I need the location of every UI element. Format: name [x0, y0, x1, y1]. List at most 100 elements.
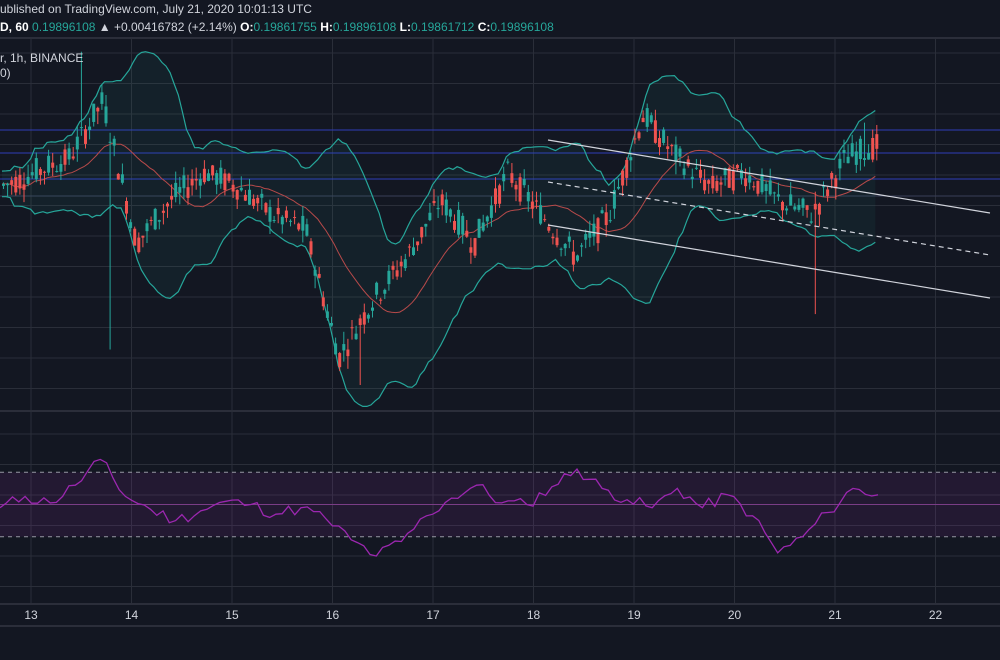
- candle-body-205: [842, 149, 846, 154]
- candle-body-3: [14, 176, 18, 193]
- candle-body-17: [71, 156, 75, 159]
- candle-body-54: [223, 173, 227, 191]
- candle-body-187: [768, 180, 772, 195]
- candle-body-92: [379, 299, 383, 301]
- candle-body-166: [682, 168, 686, 175]
- candle-body-136: [559, 248, 563, 250]
- channel-lower-line: [547, 224, 991, 299]
- close-value: 0.19896108: [490, 20, 554, 34]
- candle-body-84: [346, 349, 350, 357]
- candle-body-4: [18, 174, 22, 189]
- candle-body-72: [297, 223, 301, 230]
- candle-body-42: [174, 182, 178, 198]
- candle-body-99: [407, 246, 411, 248]
- candle-body-162: [666, 146, 670, 149]
- candle-body-87: [358, 318, 362, 326]
- candle-body-2: [10, 180, 14, 185]
- candle-body-101: [416, 241, 420, 246]
- candle-body-16: [67, 148, 71, 160]
- candle-body-197: [809, 221, 813, 223]
- candle-body-117: [481, 222, 485, 231]
- candle-body-79: [325, 311, 329, 318]
- bollinger-basis-line: [1, 142, 876, 314]
- candle-body-27: [112, 138, 116, 146]
- candle-body-120: [494, 188, 497, 205]
- candle-body-208: [854, 151, 858, 165]
- bollinger-upper-band: [1, 51, 876, 245]
- candle-body-185: [760, 173, 764, 193]
- open-label: O:: [240, 20, 254, 34]
- candle-body-70: [289, 220, 292, 222]
- candle-body-91: [375, 282, 379, 295]
- candle-body-152: [625, 159, 629, 178]
- candle-body-49: [202, 168, 206, 183]
- candle-body-121: [498, 185, 502, 204]
- candle-body-18: [75, 136, 79, 150]
- candle-body-134: [551, 236, 555, 239]
- header-line-2: D, 60 0.19896108 ▲ +0.00416782 (+2.14%) …: [0, 20, 554, 34]
- candle-body-76: [313, 269, 317, 276]
- candle-body-106: [436, 207, 440, 210]
- candle-body-46: [190, 178, 194, 186]
- candle-body-194: [797, 204, 801, 210]
- candle-body-182: [748, 175, 752, 183]
- x-tick-label-14: 14: [125, 608, 139, 622]
- candle-body-148: [608, 220, 612, 222]
- candle-body-19: [79, 127, 83, 129]
- bollinger-lower-band: [2, 196, 876, 407]
- candle-body-192: [789, 194, 793, 206]
- candle-body-124: [510, 173, 514, 183]
- candle-body-131: [539, 205, 543, 224]
- candle-body-86: [354, 333, 358, 340]
- candle-body-52: [215, 173, 219, 185]
- candle-body-178: [731, 170, 735, 191]
- indicator-fragment: 0): [0, 66, 11, 80]
- candle-body-202: [830, 173, 834, 179]
- candle-body-65: [268, 207, 272, 222]
- candle-body-184: [756, 180, 760, 194]
- candle-body-68: [280, 216, 284, 225]
- x-tick-label-19: 19: [627, 608, 641, 622]
- x-tick-label-18: 18: [527, 608, 541, 622]
- candle-body-135: [555, 237, 559, 246]
- header-line-4: 0): [0, 66, 11, 80]
- candle-body-183: [752, 186, 756, 188]
- candle-body-203: [834, 178, 838, 189]
- candle-body-164: [674, 144, 678, 162]
- candle-body-130: [535, 200, 538, 202]
- candle-body-33: [137, 237, 141, 253]
- candle-body-69: [284, 210, 288, 218]
- candle-body-47: [194, 178, 198, 181]
- candle-body-171: [703, 179, 707, 191]
- x-tick-label-20: 20: [728, 608, 742, 622]
- candle-body-32: [133, 228, 137, 246]
- candle-body-10: [43, 171, 46, 173]
- candle-body-116: [477, 218, 481, 238]
- candle-body-44: [182, 175, 186, 189]
- candle-body-53: [219, 167, 223, 184]
- candle-body-132: [543, 219, 547, 221]
- candle-body-1: [6, 183, 10, 186]
- candle-body-35: [145, 223, 149, 232]
- candle-body-20: [84, 129, 87, 144]
- candle-body-193: [793, 206, 797, 210]
- candle-body-145: [596, 218, 600, 244]
- candle-body-151: [621, 170, 625, 186]
- candle-body-154: [633, 138, 637, 140]
- rsi-line: [0, 458, 879, 557]
- x-tick-label-17: 17: [426, 608, 440, 622]
- candle-body-209: [858, 138, 862, 160]
- candle-body-177: [727, 167, 731, 188]
- candle-body-55: [227, 173, 231, 181]
- candle-body-89: [366, 314, 370, 319]
- candle-body-212: [871, 138, 875, 160]
- candle-body-190: [781, 201, 784, 211]
- candle-body-61: [252, 198, 256, 206]
- candle-body-5: [22, 184, 26, 190]
- candle-body-107: [440, 194, 444, 206]
- candle-body-127: [522, 178, 526, 186]
- published-text: ublished on TradingView.com, July 21, 20…: [0, 2, 312, 16]
- candle-body-118: [485, 216, 489, 222]
- candle-body-181: [744, 178, 748, 187]
